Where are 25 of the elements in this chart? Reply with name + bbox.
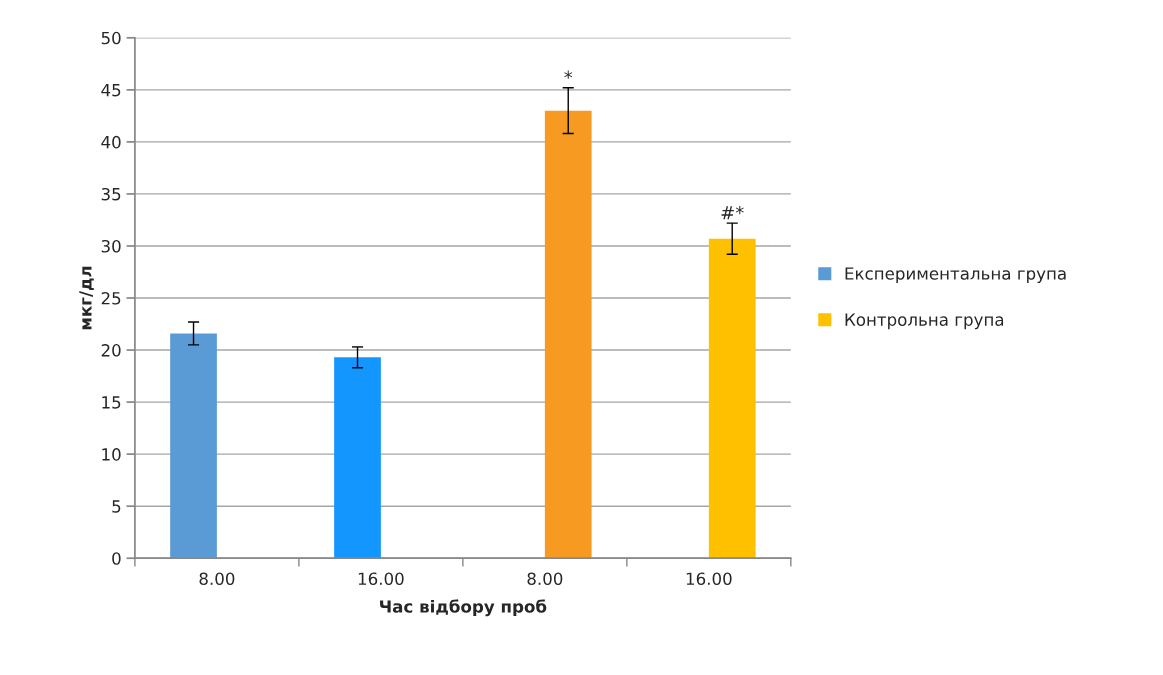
y-tick-label: 40	[101, 135, 121, 149]
y-tick-label: 25	[101, 291, 121, 305]
y-tick-label: 5	[112, 500, 121, 513]
x-tick-label: 16.00	[358, 572, 404, 586]
y-tick-label: 15	[102, 396, 121, 409]
bar	[170, 333, 217, 559]
bar	[544, 110, 592, 559]
x-tick-label: 8.00	[199, 572, 235, 586]
y-tick-label: 50	[101, 31, 121, 45]
annotation: *	[564, 70, 573, 79]
y-axis-title: мкг/дл	[79, 266, 94, 330]
bar	[334, 357, 381, 559]
y-tick-label: 0	[112, 552, 121, 565]
x-axis-title: Час відбору проб	[380, 599, 547, 617]
y-tick-label: 45	[101, 84, 121, 97]
y-tick-label: 10	[102, 448, 121, 461]
x-tick-label: 8.00	[527, 572, 563, 586]
y-tick-label: 30	[101, 239, 121, 253]
annotation: #*	[721, 205, 744, 220]
bar	[708, 238, 756, 559]
y-tick-label: 20	[101, 344, 121, 357]
y-tick-label: 35	[101, 187, 121, 201]
legend-label: Експериментальна група	[845, 267, 1066, 284]
legend-label: Контрольна група	[845, 313, 1004, 330]
x-tick-label: 16.00	[686, 572, 732, 586]
